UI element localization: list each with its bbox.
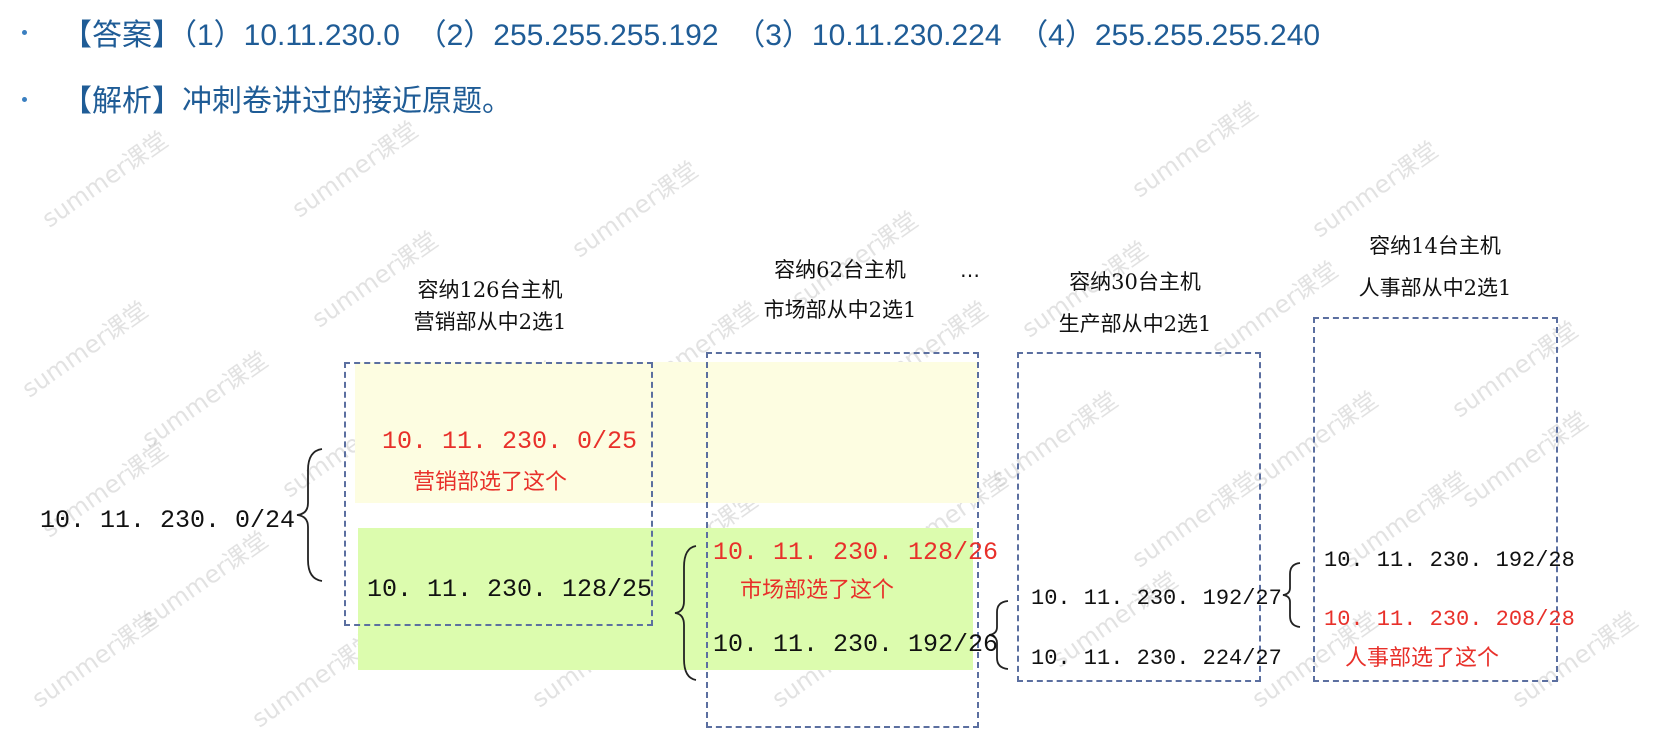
brace-icon xyxy=(674,545,697,681)
watermark-text: summer课堂 xyxy=(136,345,274,454)
group-1-box xyxy=(344,362,653,626)
watermark-text: summer课堂 xyxy=(136,525,274,634)
ellipsis: … xyxy=(960,258,980,282)
group-1-header: 容纳126台主机 营销部从中2选1 xyxy=(360,274,620,338)
dept-label: 人事部从中2选1 xyxy=(1358,276,1512,300)
group-4-option-1: 10. 11. 230. 192/28 xyxy=(1324,548,1575,573)
brace-icon xyxy=(988,600,1009,670)
group-3-option-2: 10. 11. 230. 224/27 xyxy=(1031,646,1282,671)
root-network: 10. 11. 230. 0/24 xyxy=(40,506,296,535)
answer-item-2: （2）255.255.255.192 xyxy=(416,19,719,52)
group-1-option-1: 10. 11. 230. 0/25 xyxy=(382,427,638,456)
group-4-option-2: 10. 11. 230. 208/28 xyxy=(1324,607,1575,632)
group-4-header: 容纳14台主机 人事部从中2选1 xyxy=(1305,225,1565,309)
capacity-label: 容纳30台主机 xyxy=(1069,270,1201,294)
group-2-chosen-note: 市场部选了这个 xyxy=(740,578,895,603)
group-2-option-1: 10. 11. 230. 128/26 xyxy=(713,538,999,567)
answer-item-1: （1）10.11.230.0 xyxy=(182,19,400,52)
capacity-label: 容纳126台主机 xyxy=(417,278,563,302)
group-3-box xyxy=(1017,352,1261,682)
bullet-icon xyxy=(22,30,27,35)
group-2-box xyxy=(706,352,979,728)
answer-item-4: （4）255.255.255.240 xyxy=(1018,19,1321,52)
group-2-option-2: 10. 11. 230. 192/26 xyxy=(713,630,999,659)
analysis-text: 冲刺卷讲过的接近原题。 xyxy=(182,85,512,118)
answer-line: 【答案】（1）10.11.230.0 （2）255.255.255.192 （3… xyxy=(62,10,1320,54)
watermark-text: summer课堂 xyxy=(286,115,424,224)
yellow-highlight xyxy=(355,362,978,503)
watermark-text: summer课堂 xyxy=(1126,95,1264,204)
group-1-chosen-note: 营销部选了这个 xyxy=(413,470,568,495)
capacity-label: 容纳14台主机 xyxy=(1369,234,1501,258)
dept-label: 生产部从中2选1 xyxy=(1058,312,1212,336)
green-highlight xyxy=(358,528,973,670)
dept-label: 市场部从中2选1 xyxy=(763,298,917,322)
group-3-header: 容纳30台主机 生产部从中2选1 xyxy=(1005,261,1265,345)
group-1-option-2: 10. 11. 230. 128/25 xyxy=(367,575,653,604)
group-3-option-1: 10. 11. 230. 192/27 xyxy=(1031,586,1282,611)
group-2-header: 容纳62台主机 市场部从中2选1 xyxy=(710,250,970,330)
dept-label: 营销部从中2选1 xyxy=(413,310,567,334)
bullet-icon xyxy=(22,97,27,102)
watermark-text: summer课堂 xyxy=(26,605,164,714)
brace-icon xyxy=(296,448,323,582)
analysis-label: 【解析】 xyxy=(62,85,182,118)
watermark-text: summer课堂 xyxy=(16,295,154,404)
answer-item-3: （3）10.11.230.224 xyxy=(735,19,1002,52)
brace-icon xyxy=(1282,562,1301,628)
group-4-chosen-note: 人事部选了这个 xyxy=(1345,646,1500,671)
analysis-line: 【解析】冲刺卷讲过的接近原题。 xyxy=(62,76,512,120)
answer-label: 【答案】 xyxy=(62,19,182,52)
group-4-box xyxy=(1313,317,1558,682)
capacity-label: 容纳62台主机 xyxy=(774,258,906,282)
watermark-text: summer课堂 xyxy=(36,125,174,234)
watermark-text: summer课堂 xyxy=(566,155,704,264)
